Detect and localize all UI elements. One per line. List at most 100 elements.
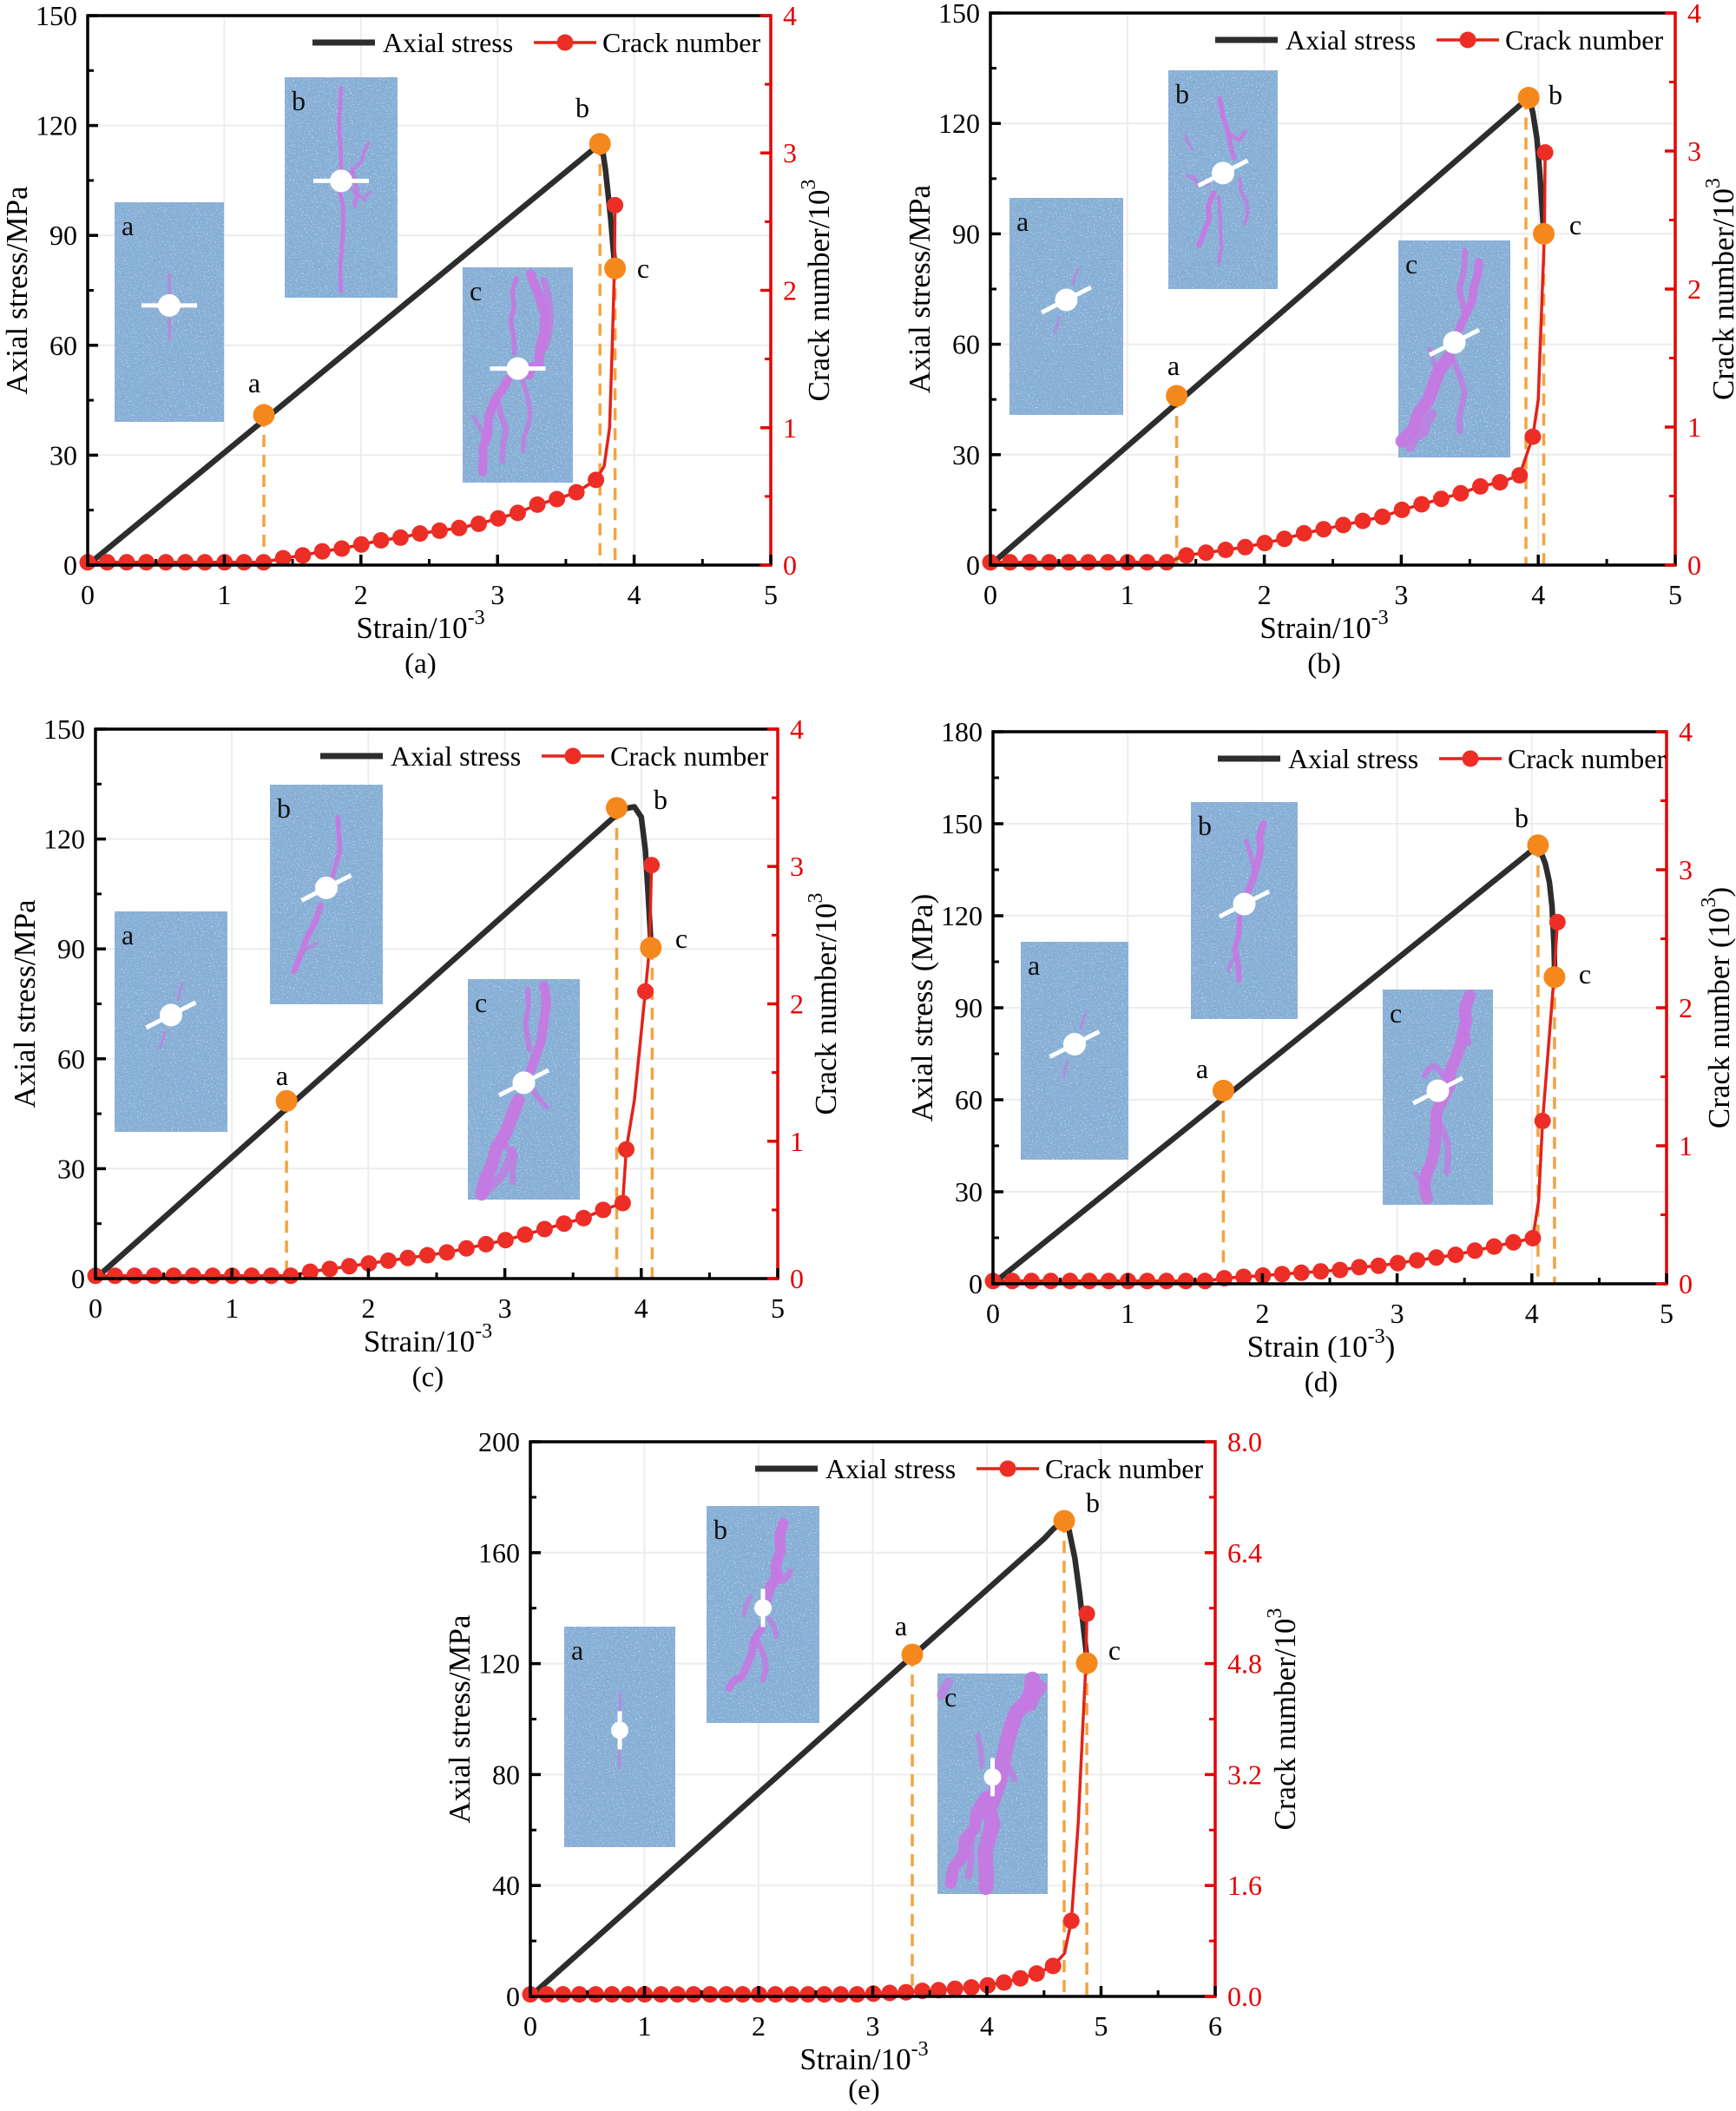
svg-text:4: 4	[783, 0, 797, 31]
svg-text:b: b	[575, 92, 589, 123]
svg-text:150: 150	[941, 808, 983, 839]
svg-text:120: 120	[478, 1648, 520, 1680]
svg-text:6: 6	[1208, 2010, 1222, 2042]
svg-text:2: 2	[1687, 273, 1701, 305]
svg-text:3: 3	[490, 579, 504, 610]
svg-text:c: c	[675, 923, 687, 954]
svg-text:Crack number/103: Crack number/103	[805, 893, 843, 1115]
svg-text:180: 180	[941, 716, 983, 747]
svg-text:2: 2	[790, 989, 804, 1020]
svg-text:2: 2	[1255, 1298, 1269, 1329]
svg-text:3: 3	[783, 137, 797, 168]
svg-text:b: b	[292, 85, 306, 116]
svg-text:b: b	[1175, 78, 1189, 109]
svg-text:1: 1	[790, 1126, 804, 1157]
svg-text:3: 3	[1394, 579, 1408, 610]
svg-text:3: 3	[1687, 135, 1701, 167]
svg-text:60: 60	[57, 1043, 85, 1075]
svg-text:30: 30	[955, 1176, 983, 1207]
svg-text:80: 80	[492, 1759, 520, 1790]
svg-text:6.4: 6.4	[1227, 1537, 1262, 1568]
svg-text:150: 150	[43, 714, 85, 745]
svg-text:(b): (b)	[1307, 648, 1340, 680]
svg-text:40: 40	[492, 1870, 520, 1901]
svg-text:1: 1	[783, 412, 797, 444]
svg-text:Axial stress: Axial stress	[1288, 743, 1418, 774]
svg-text:30: 30	[49, 439, 77, 470]
svg-text:a: a	[1028, 950, 1040, 981]
svg-text:90: 90	[49, 220, 77, 251]
svg-text:a: a	[248, 367, 260, 398]
svg-text:60: 60	[952, 329, 980, 360]
svg-text:c: c	[1108, 1634, 1121, 1666]
svg-text:c: c	[1579, 958, 1591, 990]
svg-text:Axial stress/MPa: Axial stress/MPa	[903, 184, 937, 393]
svg-text:8.0: 8.0	[1227, 1426, 1262, 1457]
svg-text:c: c	[1569, 209, 1581, 240]
svg-text:Crack number: Crack number	[1508, 743, 1667, 774]
svg-text:Strain/10-3: Strain/10-3	[356, 607, 484, 645]
svg-text:3: 3	[790, 851, 804, 882]
svg-text:(a): (a)	[404, 648, 437, 680]
svg-text:a: a	[122, 919, 134, 950]
svg-text:60: 60	[49, 330, 77, 361]
svg-text:Crack number: Crack number	[1045, 1453, 1204, 1484]
svg-text:0: 0	[986, 1298, 1000, 1329]
svg-text:Axial stress: Axial stress	[1286, 24, 1416, 56]
svg-text:30: 30	[952, 439, 980, 470]
svg-text:b: b	[1198, 810, 1212, 841]
svg-text:Crack number/103: Crack number/103	[1702, 178, 1736, 400]
svg-text:120: 120	[43, 824, 85, 855]
svg-text:0: 0	[969, 1268, 983, 1299]
svg-text:120: 120	[36, 110, 77, 141]
svg-text:Crack number (103): Crack number (103)	[1698, 887, 1736, 1128]
svg-text:Crack number: Crack number	[610, 740, 769, 772]
svg-text:0: 0	[783, 549, 797, 581]
svg-text:90: 90	[952, 218, 980, 249]
svg-text:3.2: 3.2	[1227, 1759, 1262, 1790]
svg-text:Axial stress: Axial stress	[391, 740, 521, 772]
svg-text:1: 1	[638, 2010, 652, 2042]
svg-text:b: b	[654, 784, 667, 815]
svg-text:90: 90	[955, 992, 983, 1023]
svg-text:3: 3	[498, 1292, 512, 1324]
svg-text:160: 160	[478, 1537, 520, 1568]
svg-text:c: c	[1390, 997, 1402, 1029]
svg-text:5: 5	[1668, 579, 1682, 610]
svg-text:c: c	[944, 1681, 957, 1713]
svg-text:2: 2	[752, 2010, 766, 2042]
svg-text:Axial stress: Axial stress	[825, 1453, 956, 1484]
svg-text:Axial stress/MPa: Axial stress/MPa	[443, 1614, 477, 1824]
svg-text:Crack number: Crack number	[1505, 24, 1664, 56]
svg-text:a: a	[571, 1634, 583, 1666]
svg-text:Strain/10-3: Strain/10-3	[1259, 607, 1388, 645]
svg-text:3: 3	[866, 2010, 880, 2042]
svg-text:1: 1	[225, 1292, 239, 1324]
svg-text:1: 1	[1121, 579, 1134, 610]
svg-text:1: 1	[217, 579, 231, 610]
svg-text:150: 150	[36, 0, 77, 31]
svg-text:4: 4	[980, 2010, 994, 2042]
svg-text:4: 4	[635, 1292, 648, 1324]
svg-text:0: 0	[966, 549, 980, 581]
svg-text:b: b	[1515, 802, 1529, 833]
svg-text:90: 90	[57, 933, 85, 964]
svg-text:c: c	[470, 275, 482, 306]
svg-text:a: a	[276, 1060, 288, 1091]
svg-text:0: 0	[790, 1263, 804, 1294]
svg-text:2: 2	[1258, 579, 1272, 610]
svg-text:c: c	[1405, 248, 1417, 279]
svg-text:c: c	[637, 253, 649, 284]
svg-text:4: 4	[628, 579, 641, 610]
svg-text:0: 0	[983, 579, 997, 610]
svg-text:Axial stress/MPa: Axial stress/MPa	[8, 899, 42, 1108]
svg-text:4: 4	[1525, 1298, 1539, 1329]
svg-text:Crack number: Crack number	[602, 27, 761, 58]
svg-text:(e): (e)	[848, 2075, 880, 2106]
svg-text:0: 0	[523, 2010, 537, 2042]
svg-text:b: b	[1549, 79, 1562, 110]
svg-text:a: a	[1167, 350, 1180, 381]
svg-text:0: 0	[63, 549, 77, 581]
svg-text:1: 1	[1121, 1298, 1134, 1329]
svg-text:120: 120	[941, 900, 983, 931]
